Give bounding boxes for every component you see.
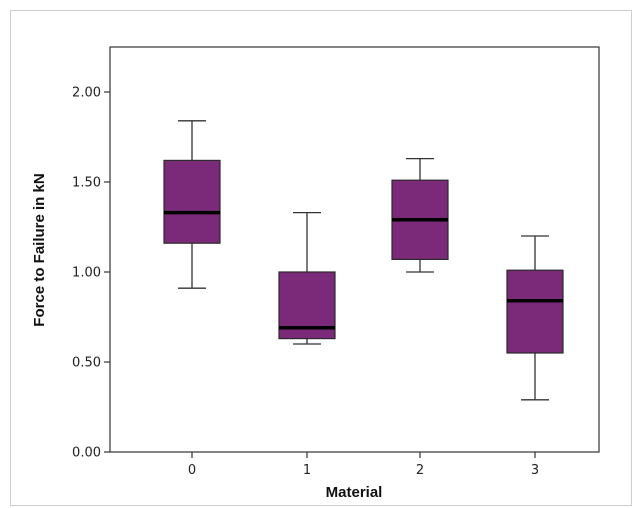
y-tick-label: 1.50 bbox=[72, 176, 101, 191]
figure-frame bbox=[10, 10, 632, 506]
iqr-box bbox=[506, 269, 564, 354]
box-material-0 bbox=[163, 120, 221, 289]
y-tick-label: 0.50 bbox=[72, 356, 101, 371]
y-axis-title: Force to Failure in kN bbox=[31, 173, 48, 326]
plot-area bbox=[109, 46, 600, 453]
x-axis: 0 1 2 3 bbox=[188, 452, 539, 478]
box-material-3 bbox=[506, 235, 564, 401]
x-tick-label: 1 bbox=[303, 463, 311, 478]
boxes-group bbox=[163, 120, 564, 401]
x-tick-label: 0 bbox=[188, 463, 196, 478]
x-axis-title: Material bbox=[326, 484, 383, 501]
x-tick-label: 3 bbox=[531, 463, 539, 478]
x-tick-label: 2 bbox=[416, 463, 424, 478]
y-tick-label: 0.00 bbox=[72, 446, 101, 461]
y-axis: 0.00 0.50 1.00 1.50 2.00 bbox=[72, 86, 110, 461]
iqr-box bbox=[163, 159, 221, 244]
box-material-1 bbox=[278, 211, 336, 345]
box-material-2 bbox=[391, 157, 449, 273]
y-tick-label: 2.00 bbox=[72, 86, 101, 101]
y-tick-label: 1.00 bbox=[72, 266, 101, 281]
